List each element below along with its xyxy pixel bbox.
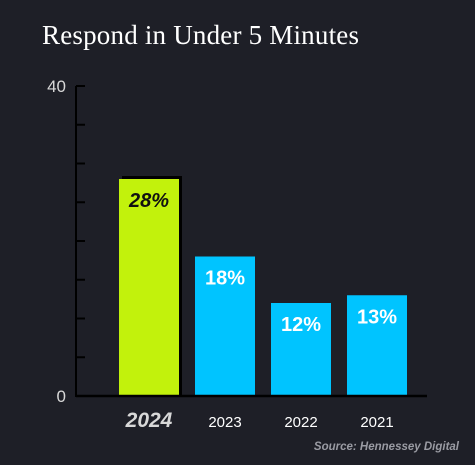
value-labels: 28% 18% 12% 13%: [128, 190, 397, 336]
chart-title: Respond in Under 5 Minutes: [42, 20, 360, 50]
bar: [119, 179, 179, 396]
source-note: Source: Hennessey Digital: [313, 441, 459, 453]
y-tick-label: 40: [47, 77, 66, 96]
bar: [347, 295, 407, 396]
bar: [271, 303, 331, 396]
category-label: 2023: [208, 414, 241, 431]
y-tick-label: 0: [57, 387, 66, 406]
bars: [119, 176, 407, 396]
axes: [75, 85, 427, 398]
value-label: 18%: [205, 268, 245, 290]
value-label: 12%: [281, 314, 321, 336]
y-tick-labels: 0 40: [47, 77, 66, 406]
category-labels: 2024 2023 2022 2021: [125, 409, 394, 432]
category-label: 2024: [125, 409, 173, 432]
value-label: 13%: [357, 306, 397, 328]
bar: [195, 256, 255, 396]
value-label: 28%: [128, 190, 169, 212]
category-label: 2022: [284, 414, 317, 431]
category-label: 2021: [360, 414, 393, 431]
